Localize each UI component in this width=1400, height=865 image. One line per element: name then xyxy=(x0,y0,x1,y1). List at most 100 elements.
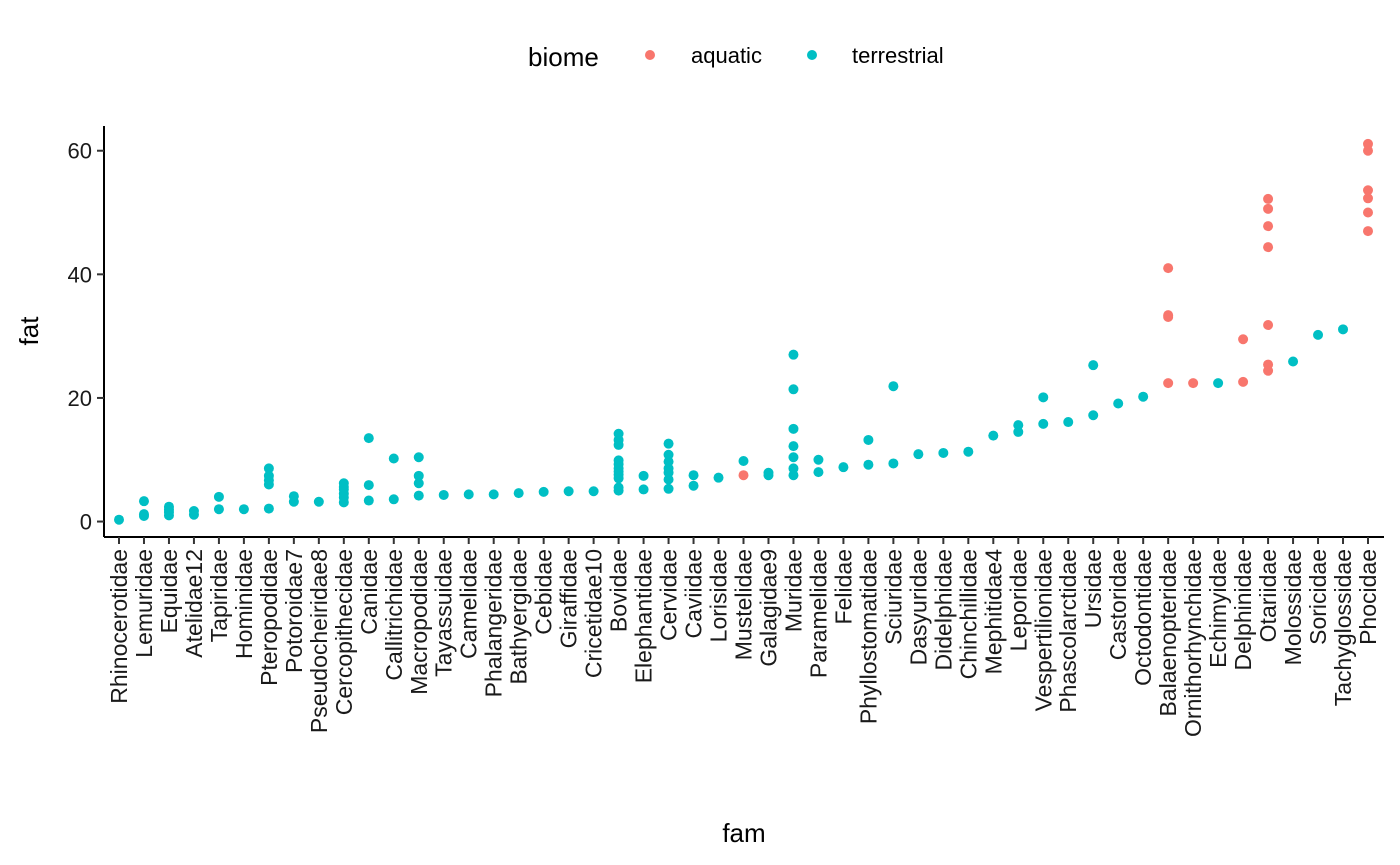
data-point-terrestrial xyxy=(238,504,249,515)
data-point-terrestrial xyxy=(138,496,149,507)
data-point-aquatic xyxy=(1238,334,1249,345)
x-axis-title: fam xyxy=(722,818,765,848)
data-point-terrestrial xyxy=(788,452,799,463)
x-tick-label: Pteropodidae xyxy=(256,549,282,686)
data-point-terrestrial xyxy=(663,438,674,449)
x-tick-label: Cervidae xyxy=(656,549,682,641)
data-point-terrestrial xyxy=(1138,391,1149,402)
data-point-terrestrial xyxy=(1113,398,1124,409)
x-tick-label: Felidae xyxy=(830,549,856,624)
data-point-terrestrial xyxy=(413,452,424,463)
x-tick-label: Lemuridae xyxy=(131,549,157,658)
data-point-aquatic xyxy=(1163,378,1174,389)
y-tick-label: 60 xyxy=(68,139,92,164)
data-point-terrestrial xyxy=(788,463,799,474)
x-tick-label: Phocidae xyxy=(1355,549,1381,645)
data-point-terrestrial xyxy=(363,433,374,444)
x-tick-label: Muridae xyxy=(780,549,806,632)
legend-entries: aquatic terrestrial xyxy=(645,43,944,68)
data-point-aquatic xyxy=(1363,226,1373,237)
data-point-terrestrial xyxy=(188,506,199,517)
x-tick-label: Galagidae9 xyxy=(755,549,781,667)
x-tick-label: Elephantidae xyxy=(631,549,657,683)
x-tick-label: Tayassuidae xyxy=(431,549,457,677)
x-tick-label: Equidae xyxy=(156,549,182,633)
data-point-aquatic xyxy=(1263,359,1274,370)
x-tick-label: Mephitidae4 xyxy=(980,549,1006,675)
data-point-aquatic xyxy=(1263,203,1274,214)
x-tick-label: Mustelidae xyxy=(731,549,757,660)
data-point-terrestrial xyxy=(1288,356,1299,367)
data-point-terrestrial xyxy=(263,470,274,481)
data-point-terrestrial xyxy=(1088,410,1099,421)
data-point-aquatic xyxy=(1363,185,1373,196)
data-point-terrestrial xyxy=(863,434,874,445)
data-point-terrestrial xyxy=(763,467,774,478)
data-point-terrestrial xyxy=(688,480,699,491)
data-point-terrestrial xyxy=(388,453,399,464)
data-point-terrestrial xyxy=(963,446,974,457)
x-tick-label: Phyllostomatidae xyxy=(855,549,881,724)
legend-key-aquatic xyxy=(645,50,655,60)
x-tick-label: Cercopithecidae xyxy=(331,549,357,715)
data-point-terrestrial xyxy=(888,381,899,392)
data-point-terrestrial xyxy=(163,501,174,512)
data-point-aquatic xyxy=(1363,138,1373,149)
x-tick-label: Bovidae xyxy=(606,549,632,632)
x-tick-label: Cricetidae10 xyxy=(581,549,607,678)
data-point-aquatic xyxy=(1263,193,1274,204)
data-point-terrestrial xyxy=(1213,378,1224,389)
data-point-terrestrial xyxy=(488,489,499,500)
data-point-terrestrial xyxy=(663,449,674,460)
x-tick-label: Leporidae xyxy=(1005,549,1031,651)
data-point-terrestrial xyxy=(663,483,674,494)
data-point-terrestrial xyxy=(513,488,524,499)
data-point-terrestrial xyxy=(213,491,224,502)
y-tick-label: 20 xyxy=(68,386,92,411)
y-tick-label: 0 xyxy=(80,510,92,535)
data-point-terrestrial xyxy=(538,486,549,497)
x-tick-label: Tapiridae xyxy=(206,549,232,642)
data-point-terrestrial xyxy=(313,496,324,507)
x-ticks: RhinocerotidaeLemuridaeEquidaeAtelidae12… xyxy=(106,537,1381,737)
data-point-terrestrial xyxy=(738,455,749,466)
legend-key-terrestrial xyxy=(807,50,817,60)
data-point-terrestrial xyxy=(888,458,899,469)
data-point-terrestrial xyxy=(563,486,574,497)
x-tick-label: Delphinidae xyxy=(1230,549,1256,670)
data-point-terrestrial xyxy=(413,478,424,489)
data-point-aquatic xyxy=(1263,320,1274,331)
x-tick-label: Otariidae xyxy=(1255,549,1281,642)
data-point-terrestrial xyxy=(838,462,849,473)
data-point-terrestrial xyxy=(438,489,449,500)
data-point-aquatic xyxy=(1363,193,1373,204)
x-tick-label: Echimyidae xyxy=(1205,549,1231,668)
data-point-terrestrial xyxy=(613,482,624,493)
x-tick-label: Caviidae xyxy=(681,549,707,639)
data-point-terrestrial xyxy=(1063,417,1074,428)
data-point-terrestrial xyxy=(288,491,299,502)
data-point-terrestrial xyxy=(338,478,349,489)
x-tick-label: Pseudocheiridae8 xyxy=(306,549,332,733)
data-point-terrestrial xyxy=(638,470,649,481)
data-point-terrestrial xyxy=(463,489,474,500)
data-point-terrestrial xyxy=(138,509,149,520)
data-point-aquatic xyxy=(1263,221,1274,232)
y-ticks: 0 20 40 60 xyxy=(68,139,104,535)
data-point-terrestrial xyxy=(263,463,274,474)
x-tick-label: Ursidae xyxy=(1080,549,1106,628)
data-point-terrestrial xyxy=(913,449,924,460)
data-point-aquatic xyxy=(1263,242,1274,253)
legend: biome aquatic terrestrial xyxy=(528,42,944,72)
data-point-terrestrial xyxy=(788,349,799,360)
x-tick-label: Soricidae xyxy=(1305,549,1331,645)
x-tick-label: Octodontidae xyxy=(1130,549,1156,686)
y-tick-label: 40 xyxy=(68,262,92,287)
data-point-aquatic xyxy=(1238,376,1249,387)
x-tick-label: Camelidae xyxy=(456,549,482,659)
data-point-terrestrial xyxy=(988,430,999,441)
data-point-terrestrial xyxy=(363,480,374,491)
data-point-aquatic xyxy=(1188,378,1199,389)
data-point-aquatic xyxy=(738,470,749,481)
x-tick-label: Macropodidae xyxy=(406,549,432,695)
